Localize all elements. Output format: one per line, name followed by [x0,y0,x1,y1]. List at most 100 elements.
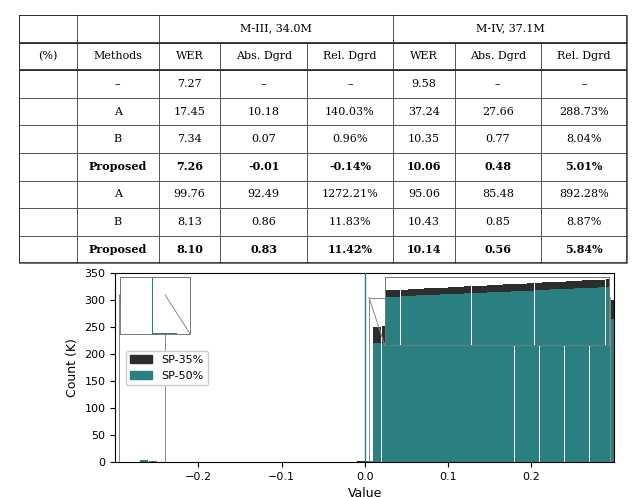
Bar [221,98,307,125]
Bar [454,180,541,208]
Text: –: – [347,79,353,89]
Bar [398,325,406,462]
Bar [119,295,165,462]
Bar [159,15,393,43]
Text: 7.26: 7.26 [176,161,203,172]
Text: Proposed: Proposed [88,244,147,255]
Text: 10.43: 10.43 [408,217,440,227]
Bar [77,236,159,263]
Bar [531,327,540,462]
Bar [307,125,393,153]
Bar [369,298,611,462]
Bar [393,236,454,263]
Text: 95.06: 95.06 [408,189,440,199]
Bar [606,300,614,462]
Text: 99.76: 99.76 [173,189,205,199]
Bar [415,323,423,462]
Bar [541,43,627,70]
Bar [381,327,390,462]
Bar [540,308,548,462]
Bar [159,236,221,263]
Text: 7.27: 7.27 [177,79,202,89]
Bar [393,180,454,208]
Bar [515,329,523,462]
Bar [465,334,473,462]
Bar [393,98,454,125]
Bar [19,180,77,208]
Text: 7.34: 7.34 [177,134,202,144]
Text: –: – [261,79,266,89]
Text: Rel. Dgrd: Rel. Dgrd [323,51,377,61]
Bar [159,98,221,125]
Bar [456,335,465,462]
Bar [140,460,148,462]
Bar [77,180,159,208]
Text: 8.13: 8.13 [177,217,202,227]
Bar [589,321,598,462]
Text: 288.73%: 288.73% [559,106,609,117]
Bar [564,305,573,462]
Bar [523,328,531,462]
Bar [454,125,541,153]
Text: 1272.21%: 1272.21% [321,189,378,199]
Bar [393,125,454,153]
Text: 0.85: 0.85 [485,217,510,227]
Bar [159,43,221,70]
Bar [454,153,541,180]
Bar [490,331,498,462]
Bar [390,342,398,462]
Bar [556,306,564,462]
Bar [523,310,531,462]
Bar [589,302,598,462]
Bar [159,70,221,98]
Text: B: B [114,134,122,144]
Bar [356,461,365,462]
Text: 892.28%: 892.28% [559,189,609,199]
Text: (%): (%) [38,51,58,62]
Bar [148,461,157,462]
Bar [481,332,490,462]
Text: 0.77: 0.77 [486,134,510,144]
Text: 92.49: 92.49 [248,189,280,199]
Text: -0.14%: -0.14% [329,161,371,172]
Bar [393,208,454,236]
Text: 9.58: 9.58 [412,79,436,89]
Bar [541,153,627,180]
Bar [307,70,393,98]
Text: –: – [495,79,500,89]
Bar [540,326,548,462]
Bar [159,125,221,153]
Bar [406,340,415,462]
Bar [307,236,393,263]
Text: 8.87%: 8.87% [566,217,602,227]
Bar [19,125,77,153]
Bar [573,323,581,462]
Bar [307,98,393,125]
Text: 11.83%: 11.83% [328,217,371,227]
Bar [19,43,77,70]
Text: 5.84%: 5.84% [565,244,603,255]
Bar [365,461,373,462]
Bar [548,307,556,462]
Bar [541,180,627,208]
Bar [423,338,431,462]
Bar [77,125,159,153]
Bar [465,317,473,462]
Bar [473,316,481,462]
Bar [307,153,393,180]
Bar [148,461,157,462]
Bar [515,311,523,462]
Text: 8.10: 8.10 [176,244,203,255]
Text: 0.56: 0.56 [484,244,511,255]
Bar [581,303,589,462]
Bar [541,208,627,236]
X-axis label: Value: Value [348,488,382,497]
Text: Methods: Methods [93,51,142,61]
Bar [393,43,454,70]
Bar [448,319,456,462]
Bar [598,301,606,462]
Bar [606,319,614,462]
Bar [398,341,406,462]
Bar [556,325,564,462]
Bar [393,70,454,98]
